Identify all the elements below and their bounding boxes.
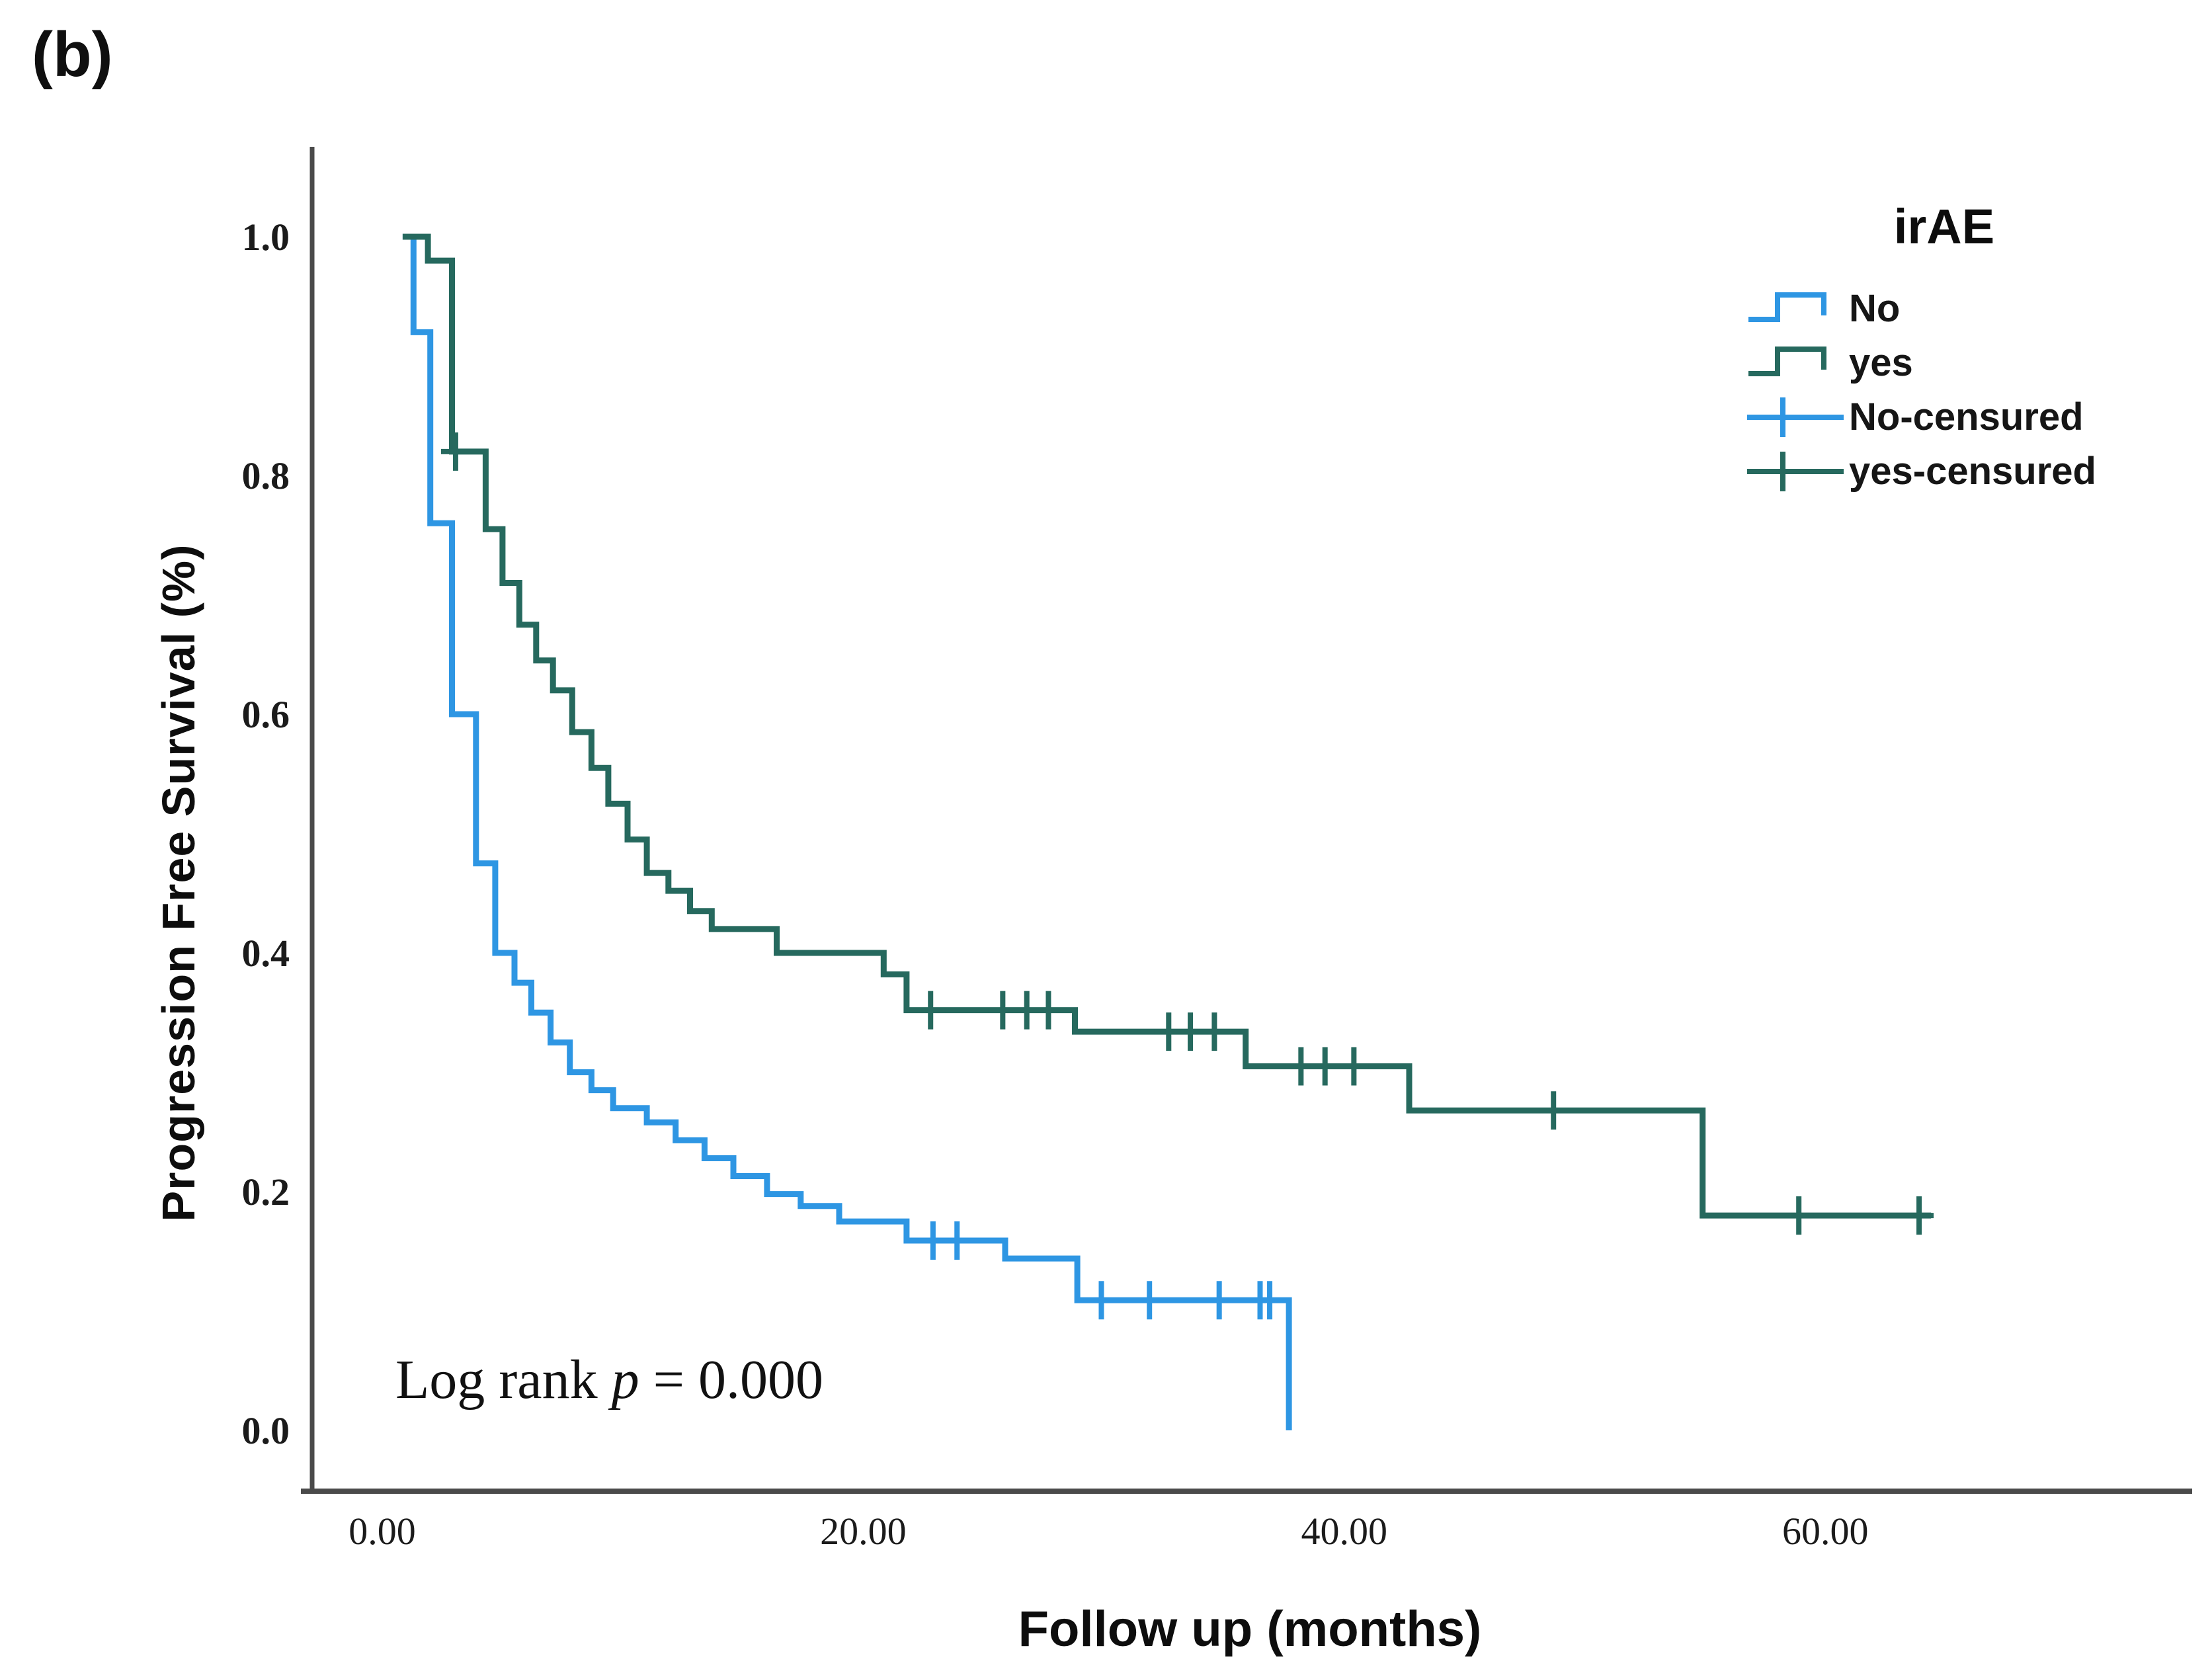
log-rank-value: = 0.000 — [639, 1349, 823, 1411]
censor-mark-yes — [916, 991, 946, 1030]
y-tick-label: 0.0 — [242, 1409, 290, 1452]
x-tick-label: 60.00 — [1782, 1510, 1869, 1553]
legend-label-no: No — [1849, 286, 1901, 330]
legend-label-yes-censured: yes-censured — [1849, 449, 2096, 493]
censor-mark-yes — [1339, 1047, 1369, 1086]
legend-label-no-censured: No-censured — [1849, 395, 2084, 438]
log-rank-prefix: Log rank — [395, 1349, 612, 1411]
legend-title: irAE — [1893, 199, 1995, 254]
censor-mark-yes — [1539, 1091, 1569, 1130]
x-tick-label: 0.00 — [348, 1510, 416, 1553]
survival-curve-no — [402, 233, 1292, 1430]
y-axis-title: Progression Free Survival (%) — [153, 544, 204, 1222]
censor-mark-no — [1086, 1281, 1116, 1320]
censor-mark-swatch-yes-icon — [1747, 452, 1844, 491]
log-rank-annotation: Log rank p = 0.000 — [395, 1348, 823, 1412]
legend-item-no-censured: No-censured — [1746, 395, 2209, 438]
step-line-swatch-no-icon — [1748, 292, 1826, 322]
survival-curve-yes — [402, 233, 1932, 1219]
censor-mark-yes — [1034, 991, 1063, 1030]
censor-mark-yes — [440, 432, 470, 471]
y-tick-label: 0.8 — [242, 454, 290, 497]
censor-mark-no — [1204, 1281, 1234, 1320]
legend-label-yes: yes — [1849, 341, 1913, 384]
y-tick-label: 1.0 — [242, 216, 290, 259]
censor-mark-no — [1135, 1281, 1165, 1320]
x-tick-label: 20.00 — [820, 1510, 907, 1553]
log-rank-p-symbol: p — [611, 1349, 639, 1411]
figure-panel-label: (b) — [32, 19, 113, 90]
legend: irAE No yes No-censured yes-censured — [1746, 198, 2209, 503]
y-tick-label: 0.2 — [242, 1170, 290, 1213]
step-line-swatch-yes-icon — [1748, 347, 1826, 376]
censor-mark-yes — [1310, 1047, 1340, 1086]
y-tick-label: 0.6 — [242, 693, 290, 736]
censor-mark-yes — [1200, 1012, 1229, 1051]
x-axis-title: Follow up (months) — [1018, 1601, 1482, 1657]
legend-item-no: No — [1746, 286, 2209, 330]
y-tick-label: 0.4 — [242, 932, 290, 975]
x-tick-label: 40.00 — [1301, 1510, 1388, 1553]
censor-mark-yes — [1905, 1196, 1934, 1235]
legend-item-yes-censured: yes-censured — [1746, 449, 2209, 493]
legend-item-yes: yes — [1746, 341, 2209, 384]
censor-mark-no — [1255, 1281, 1285, 1320]
censor-mark-no — [942, 1221, 972, 1260]
censor-mark-swatch-no-icon — [1747, 397, 1844, 437]
censor-mark-yes — [1784, 1196, 1814, 1235]
